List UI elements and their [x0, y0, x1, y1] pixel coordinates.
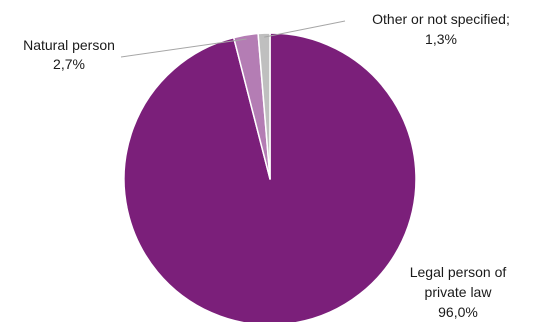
- slice-value-legal-person: 96,0%: [438, 304, 478, 320]
- pie-slice-other: [257, 32, 271, 180]
- slice-label-natural-person: Natural person: [23, 37, 115, 53]
- leader-line-natural-person: [120, 38, 247, 58]
- pie-slices: [123, 32, 417, 322]
- slice-label-other: Other or not specified;: [372, 11, 510, 27]
- leader-line-other: [264, 20, 346, 38]
- leader-lines: [120, 20, 346, 58]
- slice-value-other: 1,3%: [425, 31, 457, 47]
- slice-label-legal-person-line2: private law: [425, 284, 493, 300]
- slice-value-natural-person: 2,7%: [53, 56, 85, 72]
- slice-label-legal-person-line1: Legal person of: [410, 264, 507, 280]
